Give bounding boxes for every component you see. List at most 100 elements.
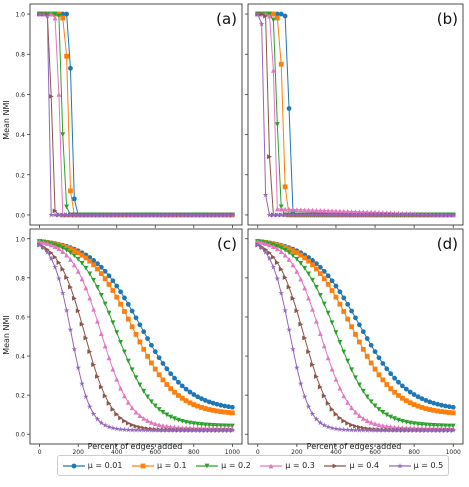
data-point: [360, 209, 366, 215]
data-point: [337, 301, 343, 307]
data-point: [106, 273, 112, 279]
data-point: [321, 268, 327, 274]
data-point: [149, 342, 154, 348]
data-point: [270, 211, 277, 218]
data-point: [48, 211, 55, 218]
data-point: [149, 399, 154, 405]
data-point: [68, 188, 73, 194]
legend-label: μ = 0.1: [157, 461, 187, 470]
data-point: [163, 211, 170, 218]
panel-label: (d): [437, 235, 458, 253]
data-point: [372, 211, 378, 218]
data-point: [317, 264, 323, 270]
data-point: [298, 260, 304, 266]
data-point: [376, 355, 382, 361]
legend-item: μ = 0.01: [62, 461, 122, 470]
data-point: [87, 295, 93, 301]
data-point: [302, 285, 308, 291]
data-point: [222, 409, 228, 415]
x-tick-label: 400: [111, 449, 123, 456]
data-point: [368, 342, 374, 348]
data-point: [255, 239, 261, 244]
data-point: [426, 427, 433, 433]
data-point: [333, 211, 339, 218]
data-point: [149, 360, 154, 366]
data-point: [83, 265, 89, 271]
data-point: [133, 427, 139, 433]
data-point: [317, 208, 323, 213]
data-point: [439, 402, 444, 408]
data-point: [36, 11, 43, 17]
y-tick-label: 0.0: [15, 432, 25, 439]
data-point: [360, 211, 367, 218]
data-point: [95, 261, 100, 267]
data-point: [341, 349, 347, 355]
data-point: [218, 409, 224, 414]
data-point: [310, 262, 315, 268]
data-point: [52, 11, 58, 17]
data-point: [71, 211, 78, 218]
data-point: [368, 211, 374, 218]
data-point: [91, 306, 96, 312]
data-point: [278, 211, 285, 218]
data-point: [164, 382, 170, 387]
data-point: [348, 427, 355, 433]
data-point: [141, 346, 147, 352]
data-point: [310, 362, 315, 368]
data-point: [179, 418, 185, 424]
data-point: [321, 343, 327, 349]
data-point: [152, 349, 158, 355]
data-point: [274, 246, 280, 252]
data-point: [167, 211, 174, 218]
x-tick-label: 200: [291, 449, 303, 456]
data-point: [372, 421, 378, 427]
data-point: [278, 245, 284, 251]
data-point: [60, 245, 66, 251]
data-point: [353, 375, 358, 381]
data-point: [68, 284, 73, 290]
data-point: [79, 260, 85, 266]
data-point: [137, 382, 143, 388]
x-tick-label: 800: [188, 449, 200, 456]
x-tick-label: 0: [256, 449, 260, 456]
data-point: [133, 423, 139, 429]
data-point: [79, 211, 85, 218]
data-point: [329, 288, 335, 293]
data-point: [144, 211, 151, 218]
data-point: [349, 422, 354, 428]
data-point: [40, 244, 47, 251]
data-point: [262, 191, 269, 198]
data-point: [210, 211, 216, 218]
data-point: [368, 360, 374, 366]
data-point: [388, 371, 394, 377]
data-point: [270, 264, 277, 270]
data-point: [278, 11, 284, 17]
data-point: [217, 211, 224, 218]
data-point: [387, 427, 394, 433]
data-point: [140, 211, 147, 218]
panel-1: 0.0 0.2 0.4 0.6 0.8 1.0 (a): [15, 3, 243, 228]
data-point: [392, 416, 397, 422]
data-point: [345, 420, 351, 426]
data-point: [383, 427, 390, 433]
data-point: [125, 399, 131, 405]
data-point: [286, 326, 292, 333]
data-point: [286, 206, 292, 212]
data-point: [168, 424, 174, 430]
y-tick-label: 1.0: [15, 12, 25, 19]
data-point: [179, 395, 185, 401]
series-line: [39, 244, 233, 431]
data-point: [64, 11, 70, 17]
data-point: [267, 250, 272, 256]
data-point: [290, 211, 296, 218]
data-point: [106, 423, 112, 430]
series-line: [257, 244, 454, 431]
data-point: [102, 393, 108, 399]
data-point: [113, 425, 120, 432]
data-point: [423, 422, 429, 428]
data-point: [400, 418, 405, 424]
data-point: [258, 244, 265, 251]
data-point: [75, 256, 81, 262]
data-point: [352, 211, 359, 218]
data-point: [302, 335, 308, 341]
